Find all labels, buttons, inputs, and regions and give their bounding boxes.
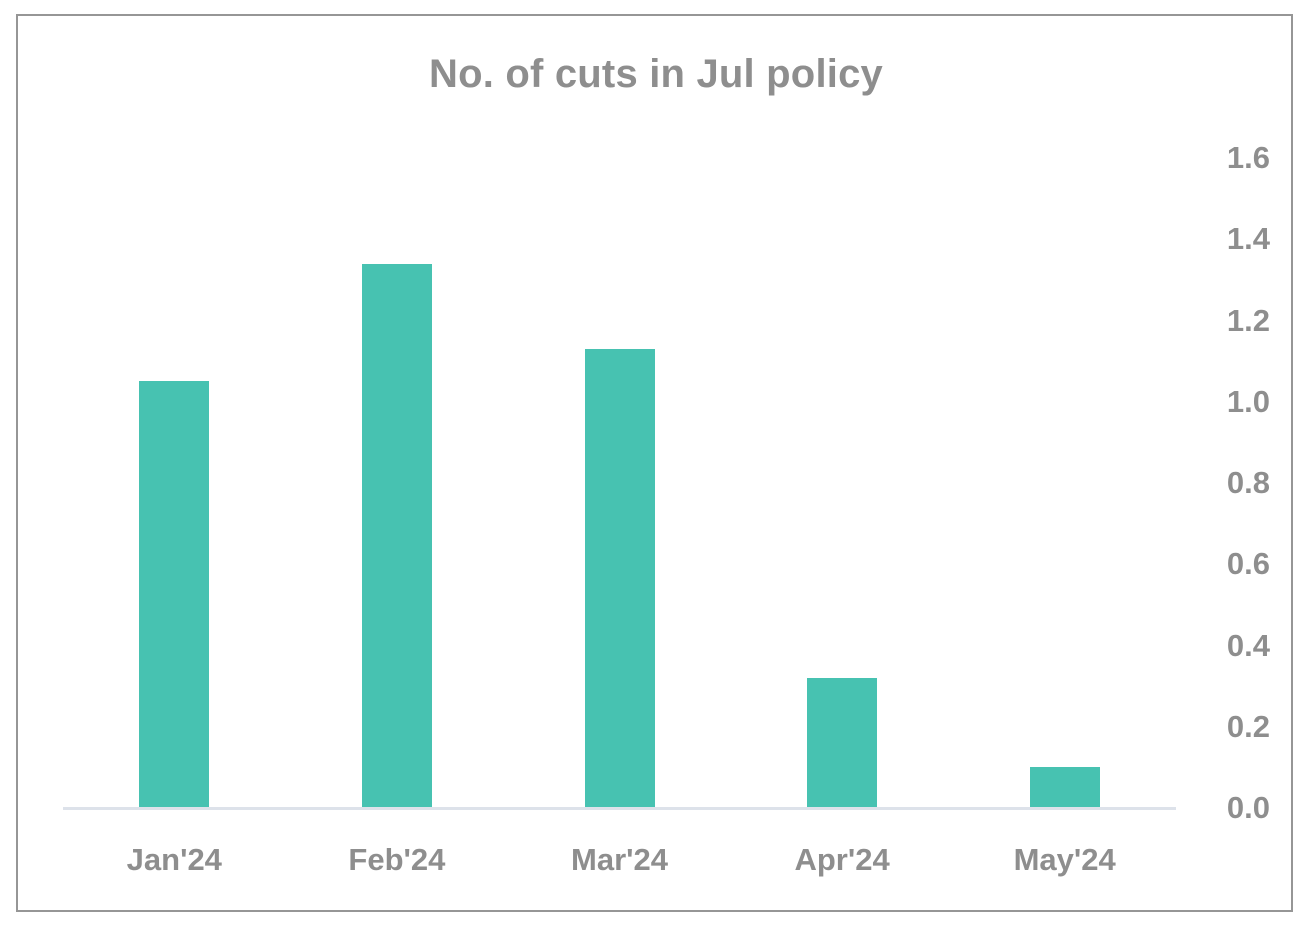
x-tick-label: Apr'24 bbox=[794, 842, 890, 877]
y-tick-label: 0.2 bbox=[1226, 708, 1270, 744]
y-tick-label: 1.6 bbox=[1226, 140, 1270, 175]
x-tick-label: Mar'24 bbox=[571, 842, 668, 877]
x-tick-label: May'24 bbox=[1013, 842, 1116, 877]
bar bbox=[1029, 767, 1100, 808]
x-tick-label: Jan'24 bbox=[126, 842, 222, 877]
y-tick-label: 1.4 bbox=[1226, 221, 1270, 257]
y-tick-label: 0.6 bbox=[1226, 546, 1270, 582]
x-tick-label: Feb'24 bbox=[348, 842, 446, 877]
chart-title: No. of cuts in Jul policy bbox=[429, 52, 883, 96]
y-tick-label: 0.0 bbox=[1226, 790, 1270, 825]
chart-frame bbox=[16, 14, 1293, 912]
x-axis-line bbox=[63, 807, 1176, 810]
bar bbox=[807, 678, 878, 808]
bar bbox=[584, 348, 655, 808]
y-tick-label: 0.4 bbox=[1226, 627, 1270, 663]
y-tick-label: 1.0 bbox=[1226, 383, 1270, 419]
y-tick-label: 0.8 bbox=[1226, 465, 1270, 500]
y-tick-label: 1.2 bbox=[1226, 302, 1270, 338]
bar bbox=[361, 263, 432, 808]
bar bbox=[139, 381, 210, 808]
plot-area bbox=[63, 158, 1176, 808]
